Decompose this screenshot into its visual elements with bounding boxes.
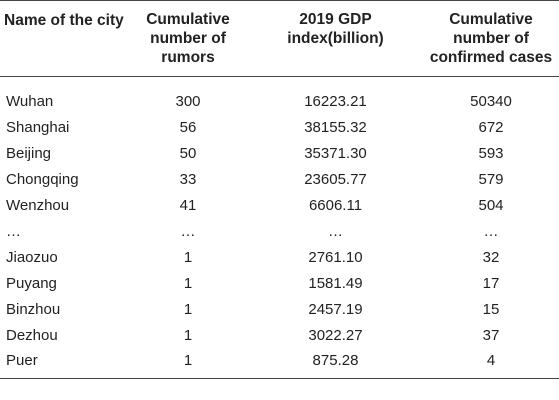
cell-gdp: 2457.19 [308,301,363,318]
cell-gdp: 2761.10 [308,249,363,266]
cell-rumors: 1 [183,275,193,292]
cell-rumors: 300 [175,93,201,111]
table-row: Shanghai 56 38155.32 672 [0,115,559,141]
cell-confirmed-cases: 4 [486,352,496,370]
cell-city: Beijing [6,145,52,162]
cell-gdp: 23605.77 [304,171,367,188]
cell-city: Binzhou [6,301,61,318]
cell-confirmed-cases: 15 [482,301,500,318]
cell-confirmed-cases: 504 [478,197,504,214]
cell-confirmed-cases: 579 [478,171,504,188]
data-table: Name of the city Cumulative number of ru… [0,0,559,379]
header-gdp: 2019 GDP index(billion) [287,11,384,47]
cell-confirmed-cases: 672 [478,119,504,136]
cell-rumors: 50 [179,145,197,162]
table-row: Puyang 1 1581.49 17 [0,271,559,297]
cell-rumors: 33 [179,171,197,188]
cell-gdp: 38155.32 [304,119,367,136]
cell-city: Puer [6,352,38,370]
table-row: Chongqing 33 23605.77 579 [0,167,559,193]
cell-rumors: 56 [179,119,197,136]
table-row: Binzhou 1 2457.19 15 [0,297,559,323]
cell-confirmed-cases: … [483,223,499,240]
cell-city: Chongqing [6,171,79,188]
cell-confirmed-cases: 50340 [470,93,512,111]
table-header: Name of the city Cumulative number of ru… [0,0,559,77]
table-row: Wenzhou 41 6606.11 504 [0,193,559,219]
cell-city: Shanghai [6,119,70,136]
cell-city: … [6,223,21,240]
cell-gdp: 875.28 [312,352,359,370]
table-row: Dezhou 1 3022.27 37 [0,323,559,349]
cell-city: Wenzhou [6,197,70,214]
header-confirmed-cases: Cumulative number of confirmed cases [429,11,553,66]
cell-rumors: 1 [183,301,193,318]
cell-gdp: 6606.11 [308,197,363,214]
cell-city: Jiaozuo [6,249,58,266]
header-row: Name of the city Cumulative number of ru… [0,0,559,77]
table-row: Puer 1 875.28 4 [0,349,559,379]
cell-rumors: 1 [183,249,193,266]
header-rumors: Cumulative number of rumors [146,11,230,66]
cell-confirmed-cases: 37 [482,327,500,344]
cell-city: Puyang [6,275,57,292]
table-row: Wuhan 300 16223.21 50340 [0,77,559,115]
table-row: … … … … [0,219,559,245]
table-row: Jiaozuo 1 2761.10 32 [0,245,559,271]
cell-gdp: 35371.30 [304,145,367,162]
cell-gdp: 1581.49 [308,275,363,292]
cell-city: Wuhan [6,93,54,111]
cell-gdp: … [328,223,343,240]
cell-city: Dezhou [6,327,58,344]
cell-rumors: … [180,223,196,240]
cell-rumors: 1 [183,352,193,370]
cell-confirmed-cases: 32 [482,249,500,266]
table-row: Beijing 50 35371.30 593 [0,141,559,167]
table-body: Wuhan 300 16223.21 50340 Shanghai 56 38155.32 6… [0,77,559,379]
cell-gdp: 3022.27 [308,327,363,344]
cell-rumors: 1 [183,327,193,344]
cell-confirmed-cases: 17 [482,275,500,292]
cell-rumors: 41 [179,197,197,214]
cell-gdp: 16223.21 [304,93,367,111]
header-city: Name of the city [4,12,124,29]
cell-confirmed-cases: 593 [478,145,504,162]
